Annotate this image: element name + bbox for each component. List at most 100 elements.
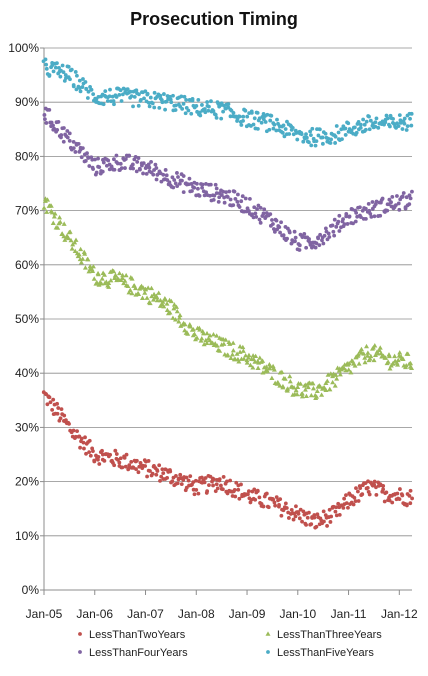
data-point <box>341 505 346 510</box>
x-tick-label: Jan-06 <box>76 607 113 621</box>
data-point <box>179 482 184 487</box>
data-point <box>214 186 219 191</box>
data-point <box>91 449 95 454</box>
data-point <box>96 454 101 459</box>
data-point <box>334 224 339 229</box>
data-point <box>184 475 189 480</box>
data-point <box>304 135 309 140</box>
data-point <box>157 463 162 468</box>
data-point <box>407 202 412 207</box>
y-tick-label: 60% <box>15 258 39 272</box>
data-point <box>172 317 178 322</box>
data-point <box>287 373 293 379</box>
data-point <box>183 111 188 116</box>
data-point <box>310 126 315 131</box>
data-point <box>186 108 191 113</box>
data-point <box>221 189 226 194</box>
data-point <box>227 189 232 194</box>
data-point <box>380 196 385 201</box>
data-point <box>131 166 136 171</box>
data-point <box>141 171 145 176</box>
data-point <box>410 496 415 501</box>
data-point <box>397 113 402 118</box>
data-point <box>233 494 238 499</box>
data-point <box>47 395 52 400</box>
x-tick-label: Jan-12 <box>381 607 418 621</box>
data-points <box>41 57 415 530</box>
data-point <box>192 331 198 337</box>
data-point <box>353 219 358 224</box>
data-point <box>225 195 230 199</box>
data-point <box>367 492 372 497</box>
data-point <box>56 406 61 410</box>
data-point <box>206 108 211 113</box>
data-point <box>358 205 362 210</box>
data-point <box>130 162 135 167</box>
data-point <box>174 103 178 108</box>
data-point <box>310 381 316 386</box>
data-point <box>181 174 186 178</box>
data-point <box>239 482 243 487</box>
data-point <box>277 225 282 230</box>
data-point <box>234 351 240 356</box>
data-point <box>280 383 286 389</box>
data-point <box>53 65 58 70</box>
data-point <box>134 169 139 174</box>
y-tick-label: 70% <box>15 204 39 218</box>
data-point <box>408 501 413 506</box>
data-point <box>231 203 236 208</box>
data-point <box>258 205 263 210</box>
data-point <box>297 248 302 252</box>
data-point <box>293 235 298 240</box>
y-tick-label: 50% <box>15 312 39 326</box>
data-point <box>219 116 224 121</box>
data-point <box>265 631 271 636</box>
data-point <box>272 500 277 505</box>
data-point <box>181 478 186 482</box>
data-point <box>228 355 234 361</box>
data-point <box>267 127 272 132</box>
data-point <box>44 209 50 214</box>
data-point <box>358 346 364 352</box>
data-point <box>210 331 216 337</box>
data-point <box>181 190 186 195</box>
data-point <box>350 207 355 212</box>
data-point <box>144 295 150 300</box>
data-point <box>147 300 153 306</box>
data-point <box>378 350 384 356</box>
data-point <box>367 356 373 361</box>
data-point <box>284 506 289 510</box>
data-point <box>148 95 153 100</box>
data-point <box>146 459 151 463</box>
data-point <box>316 133 321 138</box>
data-point <box>118 161 123 166</box>
data-point <box>408 488 413 493</box>
data-point <box>189 182 194 186</box>
data-point <box>245 114 250 119</box>
data-point <box>246 352 252 358</box>
data-point <box>89 87 94 92</box>
data-point <box>99 276 105 281</box>
data-point <box>96 457 100 462</box>
data-point <box>139 98 143 102</box>
data-point <box>123 464 128 469</box>
data-point <box>349 128 354 133</box>
data-point <box>193 478 198 483</box>
data-point <box>44 121 49 125</box>
data-point <box>204 190 209 195</box>
data-point <box>142 290 148 295</box>
data-point <box>71 84 76 89</box>
data-point <box>337 229 342 233</box>
data-point <box>195 186 200 191</box>
data-point <box>87 438 92 443</box>
data-point <box>277 503 281 507</box>
data-point <box>302 387 308 392</box>
data-point <box>297 243 302 248</box>
data-point <box>232 189 237 194</box>
data-point <box>164 173 169 178</box>
data-point <box>263 364 269 369</box>
data-point <box>100 169 105 174</box>
y-tick-label: 30% <box>15 420 39 434</box>
data-point <box>66 235 72 241</box>
